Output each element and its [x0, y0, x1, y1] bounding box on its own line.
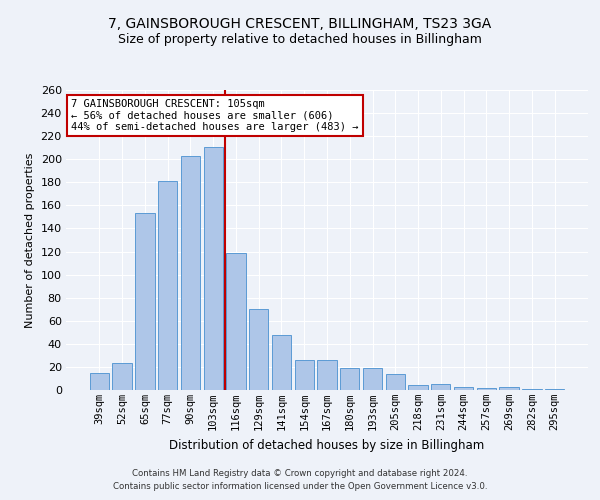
Bar: [135, 214, 155, 390]
Bar: [476, 388, 496, 390]
Bar: [158, 181, 178, 390]
Bar: [454, 386, 473, 390]
Text: 7, GAINSBOROUGH CRESCENT, BILLINGHAM, TS23 3GA: 7, GAINSBOROUGH CRESCENT, BILLINGHAM, TS…: [109, 18, 491, 32]
Text: Contains public sector information licensed under the Open Government Licence v3: Contains public sector information licen…: [113, 482, 487, 491]
Bar: [340, 368, 359, 390]
X-axis label: Distribution of detached houses by size in Billingham: Distribution of detached houses by size …: [169, 438, 485, 452]
Bar: [226, 252, 245, 390]
Bar: [363, 368, 382, 390]
Text: Size of property relative to detached houses in Billingham: Size of property relative to detached ho…: [118, 32, 482, 46]
Bar: [249, 309, 268, 390]
Bar: [112, 364, 132, 390]
Bar: [181, 156, 200, 390]
Bar: [90, 372, 109, 390]
Text: Contains HM Land Registry data © Crown copyright and database right 2024.: Contains HM Land Registry data © Crown c…: [132, 468, 468, 477]
Bar: [545, 389, 564, 390]
Bar: [203, 146, 223, 390]
Bar: [499, 386, 519, 390]
Bar: [522, 389, 542, 390]
Bar: [272, 334, 291, 390]
Text: 7 GAINSBOROUGH CRESCENT: 105sqm
← 56% of detached houses are smaller (606)
44% o: 7 GAINSBOROUGH CRESCENT: 105sqm ← 56% of…: [71, 99, 359, 132]
Y-axis label: Number of detached properties: Number of detached properties: [25, 152, 35, 328]
Bar: [431, 384, 451, 390]
Bar: [409, 386, 428, 390]
Bar: [317, 360, 337, 390]
Bar: [295, 360, 314, 390]
Bar: [386, 374, 405, 390]
